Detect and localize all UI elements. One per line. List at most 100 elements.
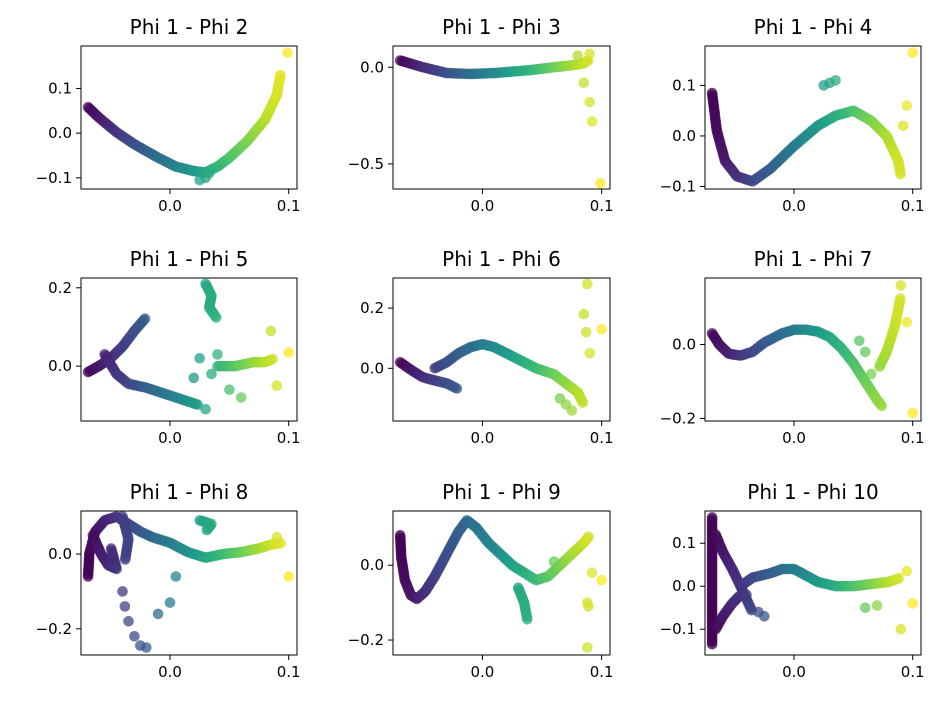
y-tick-label: 0.1 [672,76,696,94]
y-tick-label: −0.2 [348,631,384,649]
x-tick-label: 0.1 [277,429,301,447]
y-tick-label: 0.0 [48,357,72,375]
data-point [267,353,278,365]
data-point [895,168,906,180]
data-point [577,397,589,409]
y-tick-label: 0.2 [360,299,384,317]
scatter-points [706,47,918,187]
data-point [895,293,906,304]
y-tick-label: −0.1 [660,620,696,638]
data-point [548,556,560,567]
data-point [211,312,222,323]
subplot-9: 0.0 0.1 −0.1 0.0 0.1 Phi 1 - Phi 10 [660,480,925,681]
y-tick-label: −0.2 [36,620,72,638]
x-tick-label: 0.1 [590,429,614,447]
x-tick-label: 0.1 [590,197,614,215]
axes-frame [704,45,922,190]
scatter-points [82,511,295,653]
data-point [152,608,164,620]
axes-frame [392,510,611,656]
data-point [164,597,176,608]
subplot-6: 0.0 0.1 −0.2 0.0 Phi 1 - Phi 7 [660,247,925,447]
subplot-1: 0.0 0.1 −0.1 0.0 0.1 Phi 1 - Phi 2 [36,15,301,215]
scatter-points [394,515,607,653]
scatter-points [82,278,295,415]
axes-frame [392,277,611,422]
subplot-title: Phi 1 - Phi 5 [130,247,249,271]
x-tick-label: 0.1 [590,663,614,681]
subplot-3: 0.0 0.1 −0.1 0.0 0.1 Phi 1 - Phi 4 [660,15,925,215]
y-tick-label: 0.0 [360,359,384,377]
y-tick-label: 0.2 [48,279,72,297]
subplot-4: 0.0 0.1 0.0 0.2 Phi 1 - Phi 5 [48,247,300,447]
subplot-8: 0.0 0.1 −0.2 0.0 Phi 1 - Phi 9 [348,480,614,681]
y-tick-label: 0.0 [48,545,72,563]
data-point [201,524,213,536]
data-point [907,47,918,58]
x-tick-label: 0.0 [158,429,182,447]
data-point [224,384,235,396]
x-tick-label: 0.0 [782,429,806,447]
data-point [522,614,533,625]
x-tick-label: 0.1 [277,197,301,215]
data-point [741,589,752,601]
x-tick-label: 0.0 [470,429,494,447]
data-point [893,573,905,584]
data-point [859,602,871,613]
data-point [200,403,211,415]
data-point [283,347,295,358]
data-point [583,531,594,543]
x-tick-label: 0.1 [901,429,925,447]
subplot-title: Phi 1 - Phi 9 [442,480,561,504]
y-tick-label: 0.1 [48,79,72,97]
data-point [170,571,182,582]
data-point [907,598,918,609]
data-point [876,400,888,412]
data-point [212,349,223,360]
data-point [854,335,865,347]
x-tick-label: 0.0 [158,197,182,215]
data-point [859,346,871,358]
data-point [271,531,283,543]
data-point [818,80,829,91]
axes-frame [392,45,611,190]
data-point [554,393,566,404]
subplot-7: 0.0 0.1 −0.2 0.0 Phi 1 - Phi 8 [36,480,301,681]
scatter-points [706,280,918,419]
x-tick-label: 0.0 [782,663,806,681]
x-tick-label: 0.0 [470,197,494,215]
data-point [596,323,607,335]
data-point [206,368,217,380]
data-point [129,631,140,642]
data-point [897,120,909,132]
data-point [188,372,199,384]
data-point [584,48,595,59]
data-point [584,96,595,108]
y-tick-label: −0.1 [36,169,72,187]
y-tick-label: −0.2 [660,409,696,427]
y-tick-label: 0.0 [360,556,384,574]
x-tick-label: 0.0 [470,663,494,681]
scatter-points [706,512,918,650]
data-point [580,326,592,338]
y-tick-label: 0.0 [672,577,696,595]
axes-frame [704,277,922,422]
scatter-points [394,48,606,189]
y-tick-label: 0.1 [672,534,696,552]
axes-frame [80,277,298,422]
y-tick-label: 0.0 [360,58,384,76]
data-point [596,574,607,586]
data-point [759,611,770,622]
axes-frame [80,510,298,656]
data-point [572,50,584,61]
subplot-title: Phi 1 - Phi 8 [130,480,249,504]
subplot-2: 0.0 0.1 −0.5 0.0 Phi 1 - Phi 3 [348,15,614,215]
subplot-title: Phi 1 - Phi 10 [747,480,878,504]
data-point [582,642,593,653]
data-point [271,380,283,392]
x-tick-label: 0.1 [901,663,925,681]
data-point [119,554,131,565]
y-tick-label: −0.1 [660,177,696,195]
x-tick-label: 0.0 [782,197,806,215]
